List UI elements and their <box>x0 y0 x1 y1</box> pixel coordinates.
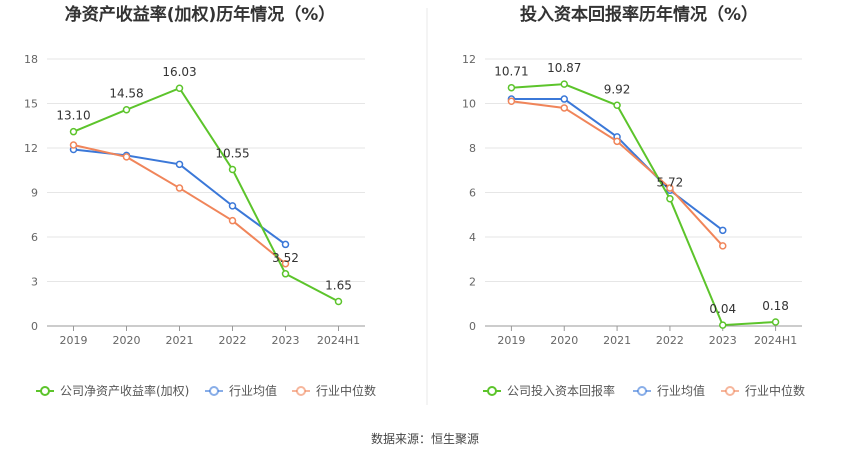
x-tick-label: 2023 <box>272 334 300 347</box>
legend-item-company[interactable]: 公司投入资本回报率 <box>483 383 615 398</box>
legend-label: 行业中位数 <box>316 383 376 398</box>
legend-item-company[interactable]: 公司净资产收益率(加权) <box>36 383 189 398</box>
x-tick-label: 2021 <box>603 334 631 347</box>
data-point-industry_median <box>507 97 516 106</box>
legend-label: 行业均值 <box>657 383 705 398</box>
legend-item-industry_avg[interactable]: 行业均值 <box>633 383 705 398</box>
data-source-label: 数据来源：恒生聚源 <box>371 431 479 446</box>
data-point-industry_median <box>228 216 237 225</box>
x-tick-label: 2019 <box>497 334 525 347</box>
legend-marker-icon <box>296 386 306 396</box>
roe-chart-panel: 净资产收益率(加权)历年情况（%） 0 3 6 9 12 15 18 2019 2020 2021 2… <box>24 4 376 398</box>
x-tick-label: 2024H1 <box>317 334 360 347</box>
y-tick-label: 0 <box>31 320 38 333</box>
legend-marker-icon <box>725 386 735 396</box>
legend-label: 行业中位数 <box>745 383 805 398</box>
data-label: 13.10 <box>56 109 90 123</box>
roic-chart-panel: 投入资本回报率历年情况（%） 0 2 4 6 8 10 12 2019 2020 2021 2022 2… <box>462 4 805 398</box>
series-industry_avg <box>69 145 290 249</box>
y-tick-label: 6 <box>469 187 476 200</box>
data-label: 14.58 <box>109 87 143 101</box>
data-point-industry_median <box>175 184 184 192</box>
data-point-company <box>560 80 568 88</box>
data-label: 5.72 <box>657 176 684 190</box>
y-tick-label: 4 <box>469 231 476 244</box>
data-label: 10.71 <box>494 65 528 79</box>
x-tick-label: 2019 <box>60 334 88 347</box>
data-point-company <box>69 127 78 136</box>
data-point-company <box>666 194 674 203</box>
y-tick-label: 8 <box>469 142 476 155</box>
data-point-industry_avg <box>281 240 290 249</box>
y-tick-label: 9 <box>31 187 38 200</box>
data-point-industry_avg <box>560 95 568 103</box>
data-point-industry_median <box>666 184 674 192</box>
data-point-industry_median <box>560 104 568 112</box>
x-tick-label: 2020 <box>113 334 141 347</box>
series-line-industry_median <box>511 100 724 247</box>
y-tick-label: 0 <box>469 320 476 333</box>
data-label: 16.03 <box>162 65 196 79</box>
data-label: 9.92 <box>604 82 631 96</box>
series-industry_median <box>507 97 727 250</box>
x-tick-label: 2024H1 <box>754 334 797 347</box>
data-point-industry_avg <box>175 160 184 169</box>
data-point-company <box>771 318 780 326</box>
x-tick-label: 2021 <box>166 334 194 347</box>
data-point-industry_avg <box>228 202 237 210</box>
y-tick-label: 15 <box>24 98 38 111</box>
x-tick-label: 2022 <box>656 334 684 347</box>
data-point-company <box>613 101 621 110</box>
legend-marker-icon <box>487 386 497 396</box>
data-label: 10.87 <box>547 61 581 75</box>
series-industry_median <box>69 141 290 268</box>
series-line-company <box>73 86 339 303</box>
legend-label: 公司投入资本回报率 <box>507 383 615 398</box>
data-point-company <box>175 84 184 92</box>
legend-item-industry_median[interactable]: 行业中位数 <box>721 383 805 398</box>
data-point-industry_median <box>122 153 131 161</box>
y-tick-label: 10 <box>462 98 476 111</box>
y-tick-label: 12 <box>24 142 38 155</box>
y-tick-label: 18 <box>24 53 38 66</box>
legend-label: 公司净资产收益率(加权) <box>60 383 189 398</box>
data-label: 3.52 <box>272 251 299 265</box>
legend-marker-icon <box>637 386 647 396</box>
chart-title: 投入资本回报率历年情况（%） <box>520 4 758 25</box>
data-label: 0.18 <box>762 299 789 313</box>
series-line-company <box>511 83 776 327</box>
data-label: 0.04 <box>709 302 736 316</box>
legend-item-industry_avg[interactable]: 行业均值 <box>205 383 277 398</box>
data-label: 10.55 <box>215 147 249 161</box>
legend-label: 行业均值 <box>229 383 277 398</box>
y-tick-label: 3 <box>31 276 38 289</box>
data-point-company <box>122 105 131 114</box>
y-tick-label: 2 <box>469 276 476 289</box>
x-tick-label: 2023 <box>709 334 737 347</box>
data-point-company <box>507 83 516 92</box>
data-point-company <box>719 321 727 329</box>
data-point-industry_median <box>613 137 621 146</box>
x-tick-label: 2020 <box>550 334 578 347</box>
data-point-industry_median <box>281 259 290 268</box>
data-label: 1.65 <box>325 279 352 293</box>
y-tick-label: 12 <box>462 53 476 66</box>
series-company: 10.71 10.87 9.92 5.72 0.04 0.18 <box>494 61 789 329</box>
series-company: 13.10 14.58 16.03 10.55 3.52 1.65 <box>56 65 352 306</box>
data-point-company <box>281 270 290 278</box>
data-point-industry_median <box>69 141 78 149</box>
chart-title: 净资产收益率(加权)历年情况（%） <box>65 4 336 25</box>
x-tick-label: 2022 <box>219 334 247 347</box>
data-point-industry_avg <box>719 226 727 235</box>
data-point-industry_median <box>719 242 727 250</box>
y-tick-label: 6 <box>31 231 38 244</box>
legend-marker-icon <box>209 386 219 396</box>
legend-marker-icon <box>40 386 50 396</box>
data-point-company <box>334 297 343 306</box>
legend-item-industry_median[interactable]: 行业中位数 <box>292 383 376 398</box>
data-point-company <box>228 165 237 174</box>
